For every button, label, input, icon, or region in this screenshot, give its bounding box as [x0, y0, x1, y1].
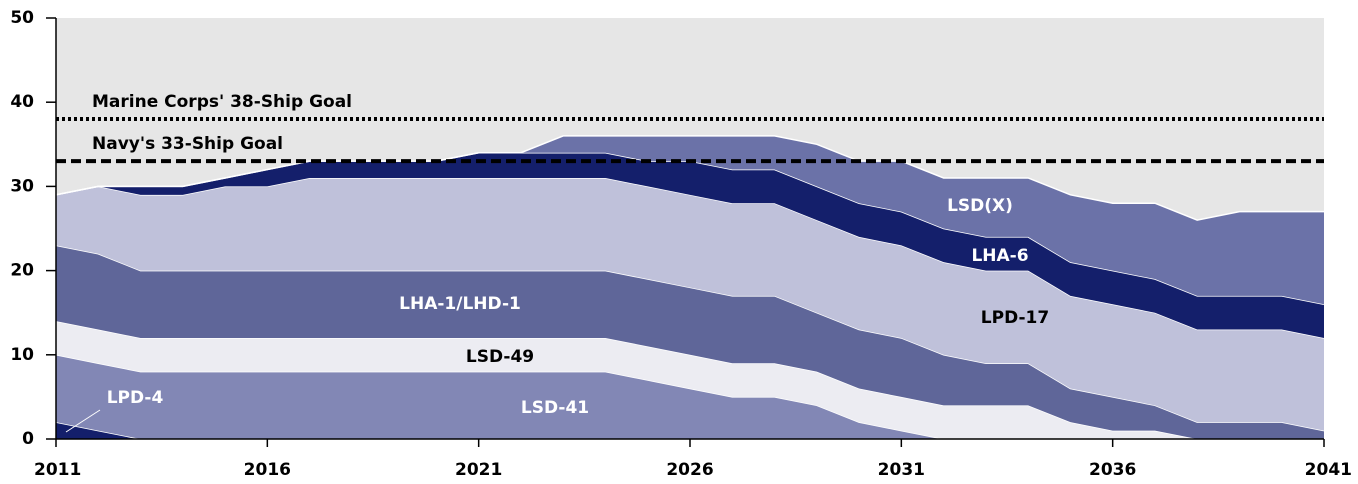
series-label: LPD-17 [981, 308, 1049, 328]
series-label: LSD-49 [466, 347, 534, 367]
series-label: LSD-41 [521, 398, 589, 418]
x-tick-label: 2021 [455, 460, 502, 480]
y-tick-label: 50 [10, 8, 34, 28]
y-tick-label: 30 [10, 176, 34, 196]
y-tick-label: 20 [10, 261, 34, 281]
series-label: LPD-4 [107, 388, 164, 408]
series-label: LHA-1/LHD-1 [399, 294, 521, 314]
area [56, 354, 1324, 439]
y-tick-label: 40 [10, 92, 34, 112]
series-label: LSD(X) [947, 196, 1013, 216]
area [56, 245, 1324, 439]
x-tick-label: 2011 [34, 460, 81, 480]
x-tick-label: 2026 [666, 460, 713, 480]
y-tick-label: 10 [10, 345, 34, 365]
goal-label: Navy's 33-Ship Goal [92, 134, 283, 154]
x-tick-label: 2031 [878, 460, 925, 480]
area [56, 177, 1324, 431]
y-tick-label: 0 [22, 429, 34, 449]
area-edge [55, 135, 1324, 221]
x-tick-label: 2041 [1305, 460, 1352, 480]
area [56, 152, 1324, 338]
x-tick-label: 2036 [1089, 460, 1136, 480]
leader-line [65, 409, 101, 433]
area [56, 321, 1324, 439]
x-tick-label: 2016 [244, 460, 291, 480]
series-label: LHA-6 [971, 246, 1028, 266]
goal-label: Marine Corps' 38-Ship Goal [92, 92, 352, 112]
